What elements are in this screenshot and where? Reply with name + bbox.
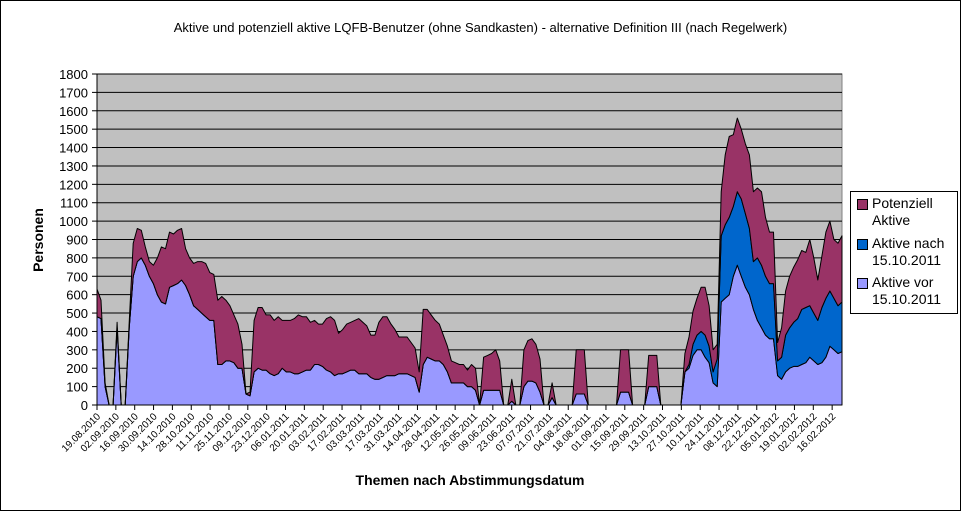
- y-tick-label: 1300: [59, 159, 88, 174]
- y-tick-label: 300: [66, 343, 88, 358]
- legend-swatch-aktive-nach: [857, 239, 868, 250]
- x-axis: 19.08.201002.09.201016.09.201030.09.2010…: [60, 404, 842, 455]
- y-tick-label: 1000: [59, 214, 88, 229]
- legend-label: Aktive vor 15.10.2011: [872, 274, 942, 307]
- y-tick-label: 800: [66, 251, 88, 266]
- y-tick-label: 1400: [59, 141, 88, 156]
- y-tick-label: 1500: [59, 122, 88, 137]
- y-axis-title: Personen: [30, 208, 46, 272]
- area-potenziell-aktive: [96, 117, 843, 406]
- y-tick-label: 700: [66, 269, 88, 284]
- y-tick-label: 0: [81, 398, 88, 413]
- y-axis: 0 100 200 300 400 500 600 700 800 900 1000 1100 1200…: [59, 67, 98, 413]
- y-tick-label: 1100: [60, 196, 88, 211]
- legend-label: Potenziell Aktive: [872, 195, 933, 228]
- legend-label: Aktive nach 15.10.2011: [872, 235, 945, 268]
- y-tick-label: 200: [66, 361, 88, 376]
- y-tick-label: 1200: [59, 177, 88, 192]
- y-tick-label: 1800: [59, 67, 88, 82]
- y-tick-label: 500: [66, 306, 88, 321]
- y-tick-label: 900: [66, 233, 88, 248]
- y-tick-label: 100: [66, 380, 88, 395]
- y-tick-label: 1700: [59, 85, 88, 100]
- chart-title: Aktive und potenziell aktive LQFB-Benutz…: [173, 20, 788, 35]
- y-tick-label: 600: [66, 288, 88, 303]
- y-tick-label: 1600: [59, 104, 88, 119]
- y-tick-label: 400: [66, 324, 88, 339]
- legend-swatch-aktive-vor: [857, 278, 868, 289]
- legend: Potenziell Aktive Aktive nach 15.10.2011…: [850, 191, 958, 314]
- legend-swatch-potenziell-aktive: [857, 199, 868, 210]
- x-axis-title: Themen nach Abstimmungsdatum: [355, 472, 585, 488]
